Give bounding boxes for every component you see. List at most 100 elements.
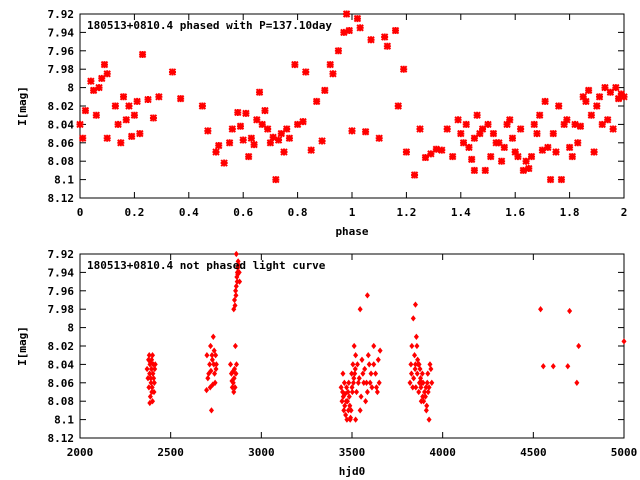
data-point — [414, 334, 418, 339]
data-point — [104, 70, 111, 77]
data-point — [79, 135, 86, 142]
data-point — [541, 364, 545, 369]
data-point — [410, 344, 414, 349]
data-point — [354, 353, 358, 358]
y-tick-label: 8.1 — [54, 174, 74, 187]
data-point — [251, 141, 258, 148]
data-point — [351, 362, 355, 367]
data-point — [517, 126, 524, 133]
data-point — [145, 367, 149, 372]
data-point — [242, 110, 249, 117]
data-point — [234, 109, 241, 116]
data-point — [550, 130, 557, 137]
data-point — [354, 417, 358, 422]
data-point — [229, 362, 233, 367]
data-point — [205, 353, 209, 358]
data-point — [234, 362, 238, 367]
data-point — [604, 116, 611, 123]
data-point — [413, 367, 417, 372]
data-point — [411, 172, 418, 179]
data-point — [566, 364, 570, 369]
y-tick-label: 8 — [67, 322, 74, 335]
data-point — [485, 121, 492, 128]
data-point — [591, 149, 598, 156]
data-point — [375, 390, 379, 395]
data-point — [354, 15, 361, 22]
data-point — [245, 153, 252, 160]
data-point — [206, 376, 210, 381]
data-point — [525, 165, 532, 172]
unphased-light-curve-panel: 7.92 7.94 7.96 7.98 8 8.02 8.04 8.06 8.08 8.1 8.12… — [16, 248, 637, 478]
data-point — [392, 27, 399, 34]
data-point — [145, 96, 152, 103]
data-point — [501, 144, 508, 151]
x-tick-label: 1.4 — [451, 206, 471, 219]
data-point — [444, 126, 451, 133]
data-point — [412, 376, 416, 381]
data-point — [335, 47, 342, 54]
data-point — [211, 334, 215, 339]
data-point — [544, 144, 551, 151]
data-point — [134, 98, 141, 105]
data-point — [367, 362, 371, 367]
data-point — [582, 98, 589, 105]
data-point — [352, 344, 356, 349]
data-point — [417, 390, 421, 395]
unphased-y-ticks: 7.927.947.967.9888.028.048.068.088.18.12 — [48, 248, 625, 445]
data-point — [286, 135, 293, 142]
data-point — [350, 390, 354, 395]
y-tick-label: 8.04 — [48, 358, 75, 371]
y-tick-label: 7.94 — [48, 266, 75, 279]
data-point — [229, 126, 236, 133]
y-tick-label: 8.02 — [48, 340, 75, 353]
data-point — [577, 123, 584, 130]
x-tick-label: 1 — [349, 206, 356, 219]
data-point — [208, 362, 212, 367]
data-point — [365, 293, 369, 298]
data-point — [300, 118, 307, 125]
phased-chart-title: 180513+0810.4 phased with P=137.10day — [87, 19, 332, 32]
y-tick-label: 7.94 — [48, 26, 75, 39]
data-point — [104, 135, 111, 142]
data-point — [498, 158, 505, 165]
data-point — [438, 147, 445, 154]
x-tick-label: 4500 — [520, 446, 547, 459]
data-point — [360, 357, 364, 362]
y-tick-label: 7.92 — [48, 8, 75, 21]
x-tick-label: 0.4 — [179, 206, 199, 219]
data-point — [596, 93, 603, 100]
data-point — [463, 121, 470, 128]
data-point — [341, 371, 345, 376]
data-point — [612, 84, 619, 91]
data-point — [131, 112, 138, 119]
data-point — [120, 93, 127, 100]
y-tick-label: 8.02 — [48, 100, 75, 113]
data-point — [411, 316, 415, 321]
data-point — [368, 36, 375, 43]
data-point — [369, 371, 373, 376]
data-point — [209, 408, 213, 413]
data-point — [308, 147, 315, 154]
data-point — [563, 116, 570, 123]
data-point — [256, 89, 263, 96]
data-point — [426, 371, 430, 376]
data-point — [400, 66, 407, 73]
data-point — [248, 135, 255, 142]
data-point — [281, 149, 288, 156]
data-point — [417, 126, 424, 133]
data-point — [425, 403, 429, 408]
data-point — [342, 380, 346, 385]
data-point — [588, 112, 595, 119]
data-point — [366, 353, 370, 358]
data-point — [283, 126, 290, 133]
data-point — [555, 103, 562, 110]
data-point — [362, 128, 369, 135]
data-point — [128, 133, 135, 140]
data-point — [575, 380, 579, 385]
data-point — [376, 135, 383, 142]
data-point — [395, 103, 402, 110]
data-point — [474, 112, 481, 119]
data-point — [136, 130, 143, 137]
data-point — [112, 103, 119, 110]
data-point — [125, 103, 132, 110]
